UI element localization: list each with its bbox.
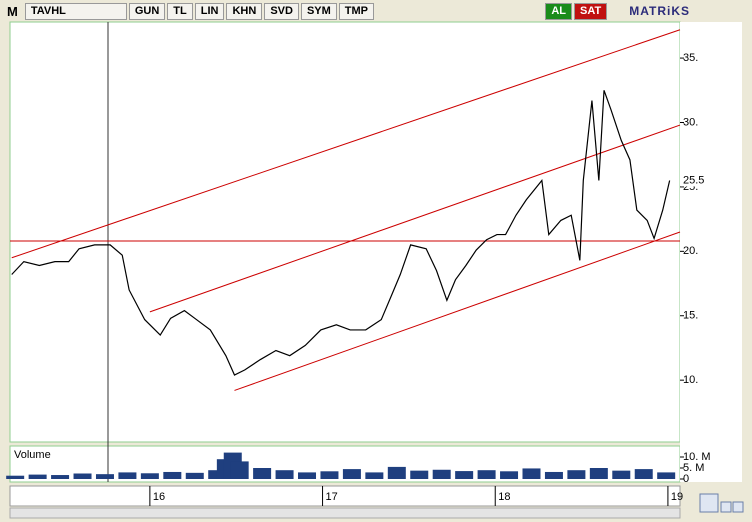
volume-bar xyxy=(342,469,361,479)
volume-bar xyxy=(567,470,586,479)
panel-title: Volume xyxy=(14,449,51,461)
volume-bar xyxy=(634,469,653,479)
buy-button[interactable]: AL xyxy=(545,2,573,20)
volume-bar xyxy=(253,468,272,479)
x-tick-label: 16 xyxy=(153,491,165,503)
volume-bar xyxy=(612,470,631,479)
toolbar-button[interactable]: TL xyxy=(167,2,193,20)
volume-bar xyxy=(230,461,249,479)
last-value-label: 25.5 xyxy=(683,174,704,186)
scroll-left[interactable] xyxy=(720,501,732,513)
time-strip xyxy=(9,485,681,507)
volume-bar xyxy=(298,472,317,479)
refresh-button[interactable] xyxy=(699,493,719,513)
y-tick-label: 20. xyxy=(683,245,698,257)
volume-bar xyxy=(432,469,451,479)
volume-bar xyxy=(455,471,474,479)
trend-line xyxy=(11,29,681,259)
volume-bar xyxy=(95,474,114,479)
trend-line xyxy=(149,124,681,313)
volume-bar xyxy=(118,472,137,479)
y-tick-label: 30. xyxy=(683,116,698,128)
volume-bar xyxy=(320,471,339,479)
toolbar-button[interactable]: SYM xyxy=(300,2,337,20)
x-tick-label: 18 xyxy=(498,491,510,503)
sell-button[interactable]: SAT xyxy=(574,2,608,20)
volume-bar xyxy=(477,470,496,479)
volume-bar xyxy=(387,466,406,479)
volume-bar xyxy=(140,473,159,479)
volume-bar xyxy=(163,471,182,479)
volume-bar xyxy=(657,472,676,479)
toolbar-button[interactable]: GUN xyxy=(128,2,166,20)
symbol-box[interactable]: TAVHL xyxy=(24,2,127,20)
y-tick-label: 10. M xyxy=(683,451,711,463)
toolbar-button[interactable]: TMP xyxy=(338,2,375,20)
volume-bar xyxy=(28,474,47,479)
y-tick-label: 10. xyxy=(683,374,698,386)
volume-bar xyxy=(73,473,92,479)
volume-bar xyxy=(544,471,563,479)
volume-bar xyxy=(500,471,519,479)
y-tick-label: 15. xyxy=(683,310,698,322)
scroll-right[interactable] xyxy=(732,501,744,513)
volume-bar xyxy=(365,472,384,479)
brand: MATRiKS xyxy=(629,4,690,18)
scrollbar[interactable] xyxy=(9,507,681,519)
price-panel xyxy=(9,21,681,443)
logo[interactable]: M xyxy=(7,3,18,19)
volume-bar xyxy=(51,475,70,479)
volume-bar xyxy=(275,470,294,479)
toolbar-button[interactable]: SVD xyxy=(264,2,299,20)
volume-bar xyxy=(185,472,204,479)
volume-bar xyxy=(410,470,429,479)
toolbar-button[interactable]: KHN xyxy=(226,2,263,20)
price-line xyxy=(11,90,671,376)
y-tick-label: 35. xyxy=(683,52,698,64)
toolbar: M TAVHL GUN TL LIN KHN SVD SYM TMP AL SAT MATR… xyxy=(0,0,752,22)
volume-bar xyxy=(589,468,608,479)
button-group: GUN TL LIN KHN SVD SYM TMP xyxy=(128,2,375,20)
trend-line xyxy=(234,231,681,391)
y-tick-label: 5. M xyxy=(683,462,704,474)
toolbar-button[interactable]: LIN xyxy=(194,2,225,20)
axis-panel xyxy=(680,22,742,482)
volume-bar xyxy=(522,468,541,479)
x-tick-label: 19 xyxy=(671,491,683,503)
y-tick-label: 0 xyxy=(683,473,689,485)
x-tick-label: 17 xyxy=(326,491,338,503)
last-value-box xyxy=(681,173,707,187)
volume-bar xyxy=(6,475,25,479)
